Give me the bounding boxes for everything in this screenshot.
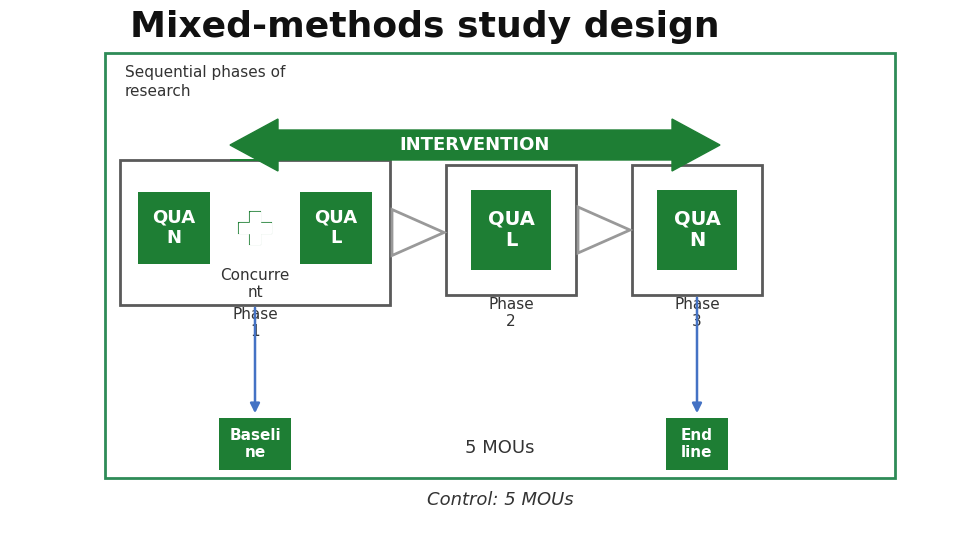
FancyBboxPatch shape [120,160,390,305]
Text: Phase
1: Phase 1 [232,307,277,340]
FancyBboxPatch shape [666,418,728,470]
Polygon shape [239,222,271,233]
FancyBboxPatch shape [138,192,210,264]
Text: QUA
N: QUA N [674,210,720,251]
FancyBboxPatch shape [471,190,551,270]
FancyBboxPatch shape [219,418,291,470]
FancyBboxPatch shape [446,165,576,295]
Polygon shape [250,212,260,244]
Text: Concurre
nt: Concurre nt [220,267,290,300]
Text: INTERVENTION: INTERVENTION [399,136,550,154]
Text: 5 MOUs: 5 MOUs [466,439,535,457]
Text: End
line: End line [681,428,713,460]
Text: Sequential phases of
research: Sequential phases of research [125,65,285,99]
Text: Control: 5 MOUs: Control: 5 MOUs [426,491,573,509]
Text: QUA
N: QUA N [153,208,196,247]
Polygon shape [392,210,444,255]
FancyBboxPatch shape [300,192,372,264]
Polygon shape [230,119,720,171]
Text: Baseli
ne: Baseli ne [229,428,281,460]
Polygon shape [578,207,630,253]
Text: QUA
L: QUA L [315,208,357,247]
Text: Phase
3: Phase 3 [674,297,720,329]
FancyBboxPatch shape [105,53,895,478]
Text: Mixed-methods study design: Mixed-methods study design [130,10,720,44]
FancyBboxPatch shape [632,165,762,295]
Text: QUA
L: QUA L [488,210,535,251]
FancyBboxPatch shape [657,190,737,270]
Text: Phase
2: Phase 2 [488,297,534,329]
